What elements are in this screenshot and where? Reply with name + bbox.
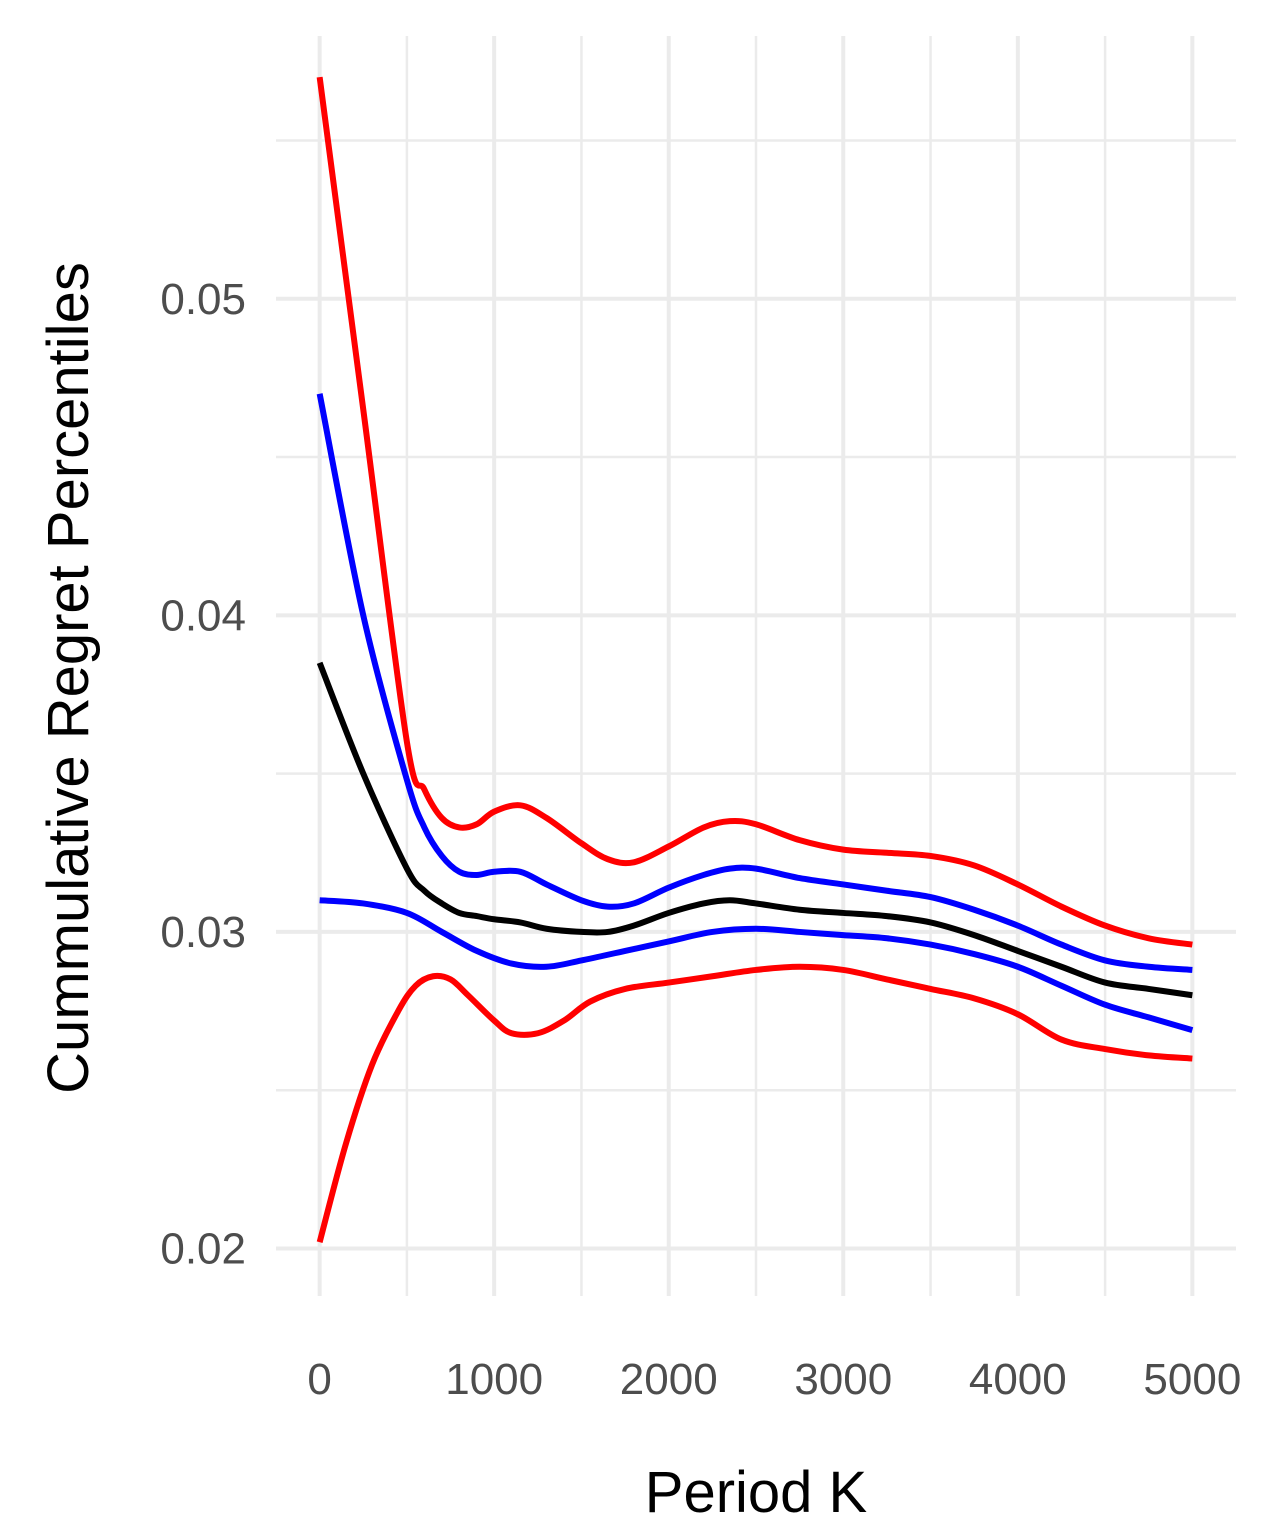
y-tick-label: 0.05 <box>160 275 246 324</box>
series-line-4 <box>319 897 1194 1033</box>
x-tick-label: 2000 <box>620 1355 718 1404</box>
x-tick-label: 3000 <box>794 1355 892 1404</box>
x-tick-label: 1000 <box>445 1355 543 1404</box>
series-line-3 <box>316 661 1193 999</box>
y-tick-labels: 0.02 0.03 0.04 0.05 <box>160 275 246 1274</box>
series-line-1 <box>316 76 1193 948</box>
x-axis-title: Period K <box>645 1460 868 1525</box>
x-tick-label: 4000 <box>969 1355 1067 1404</box>
y-tick-label: 0.03 <box>160 908 246 957</box>
y-axis-title: Cummulative Regret Percentiles <box>36 262 101 1094</box>
x-tick-labels: 0 1000 2000 3000 4000 5000 <box>307 1355 1241 1404</box>
x-tick-label: 0 <box>307 1355 331 1404</box>
y-tick-label: 0.04 <box>160 591 246 640</box>
series-line-2 <box>316 393 1193 973</box>
x-tick-label: 5000 <box>1143 1355 1241 1404</box>
y-tick-label: 0.02 <box>160 1225 246 1274</box>
minor-gridlines-x <box>405 36 1107 1296</box>
series-layer <box>316 76 1194 1243</box>
series-line-5 <box>316 963 1193 1243</box>
